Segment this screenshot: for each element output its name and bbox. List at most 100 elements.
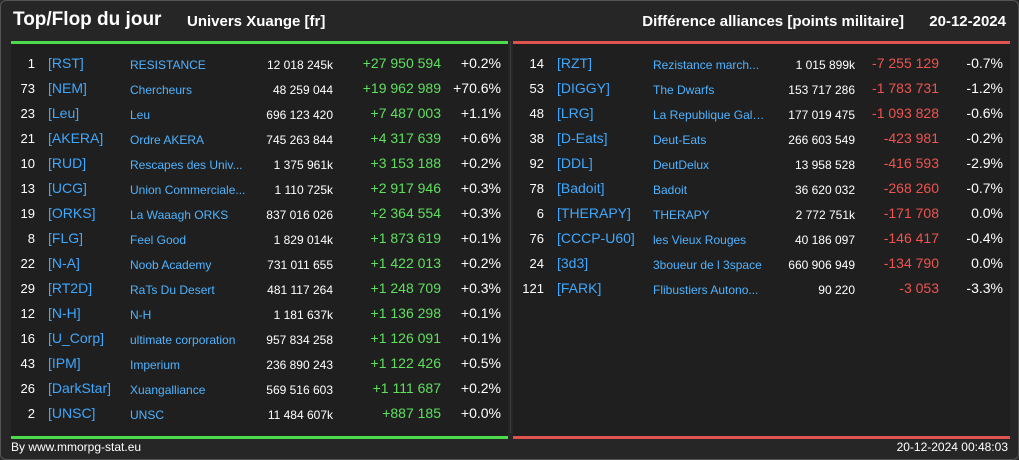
delta-value: -146 417 <box>883 230 939 246</box>
alliance-tag-link[interactable]: [N-H] <box>48 305 81 321</box>
rank: 53 <box>529 81 544 96</box>
alliance-name-link[interactable]: ultimate corporation <box>130 333 236 347</box>
delta-value: +4 317 639 <box>370 130 441 146</box>
delta-value: +1 873 619 <box>370 230 441 246</box>
percent-value: +0.1% <box>460 305 501 321</box>
flop-row: 48 [LRG] La Republique Gala... 177 019 475 -… <box>513 102 1010 127</box>
alliance-name-link[interactable]: THERAPY <box>653 208 710 222</box>
alliance-tag-link[interactable]: [RUD] <box>48 155 87 171</box>
alliance-name-link[interactable]: Union Commerciale... <box>130 183 246 197</box>
rank: 10 <box>20 156 35 171</box>
delta-value: +1 126 091 <box>370 330 441 346</box>
alliance-name-link[interactable]: Noob Academy <box>130 258 212 272</box>
rank: 73 <box>20 81 35 96</box>
points-value: 153 717 286 <box>788 83 855 97</box>
alliance-tag-link[interactable]: [NEM] <box>48 80 87 96</box>
points-value: 569 516 603 <box>266 383 333 397</box>
alliance-name-link[interactable]: 3boueur de l 3space <box>653 258 762 272</box>
alliance-name-link[interactable]: La Republique Gala... <box>653 108 769 122</box>
alliance-tag-link[interactable]: [RST] <box>48 55 84 71</box>
rank: 16 <box>20 331 35 346</box>
points-value: 696 123 420 <box>266 108 333 122</box>
alliance-tag-link[interactable]: [FLG] <box>48 230 84 246</box>
flop-row: 92 [DDL] DeutDelux 13 958 528 -416 593 -2.9% <box>513 152 1010 177</box>
top-row: 12 [N-H] N-H 1 181 637k +1 136 298 +0.1% <box>11 302 508 327</box>
top-list: 1 [RST] RESISTANCE 12 018 245k +27 950 594 +0… <box>11 52 508 427</box>
alliance-tag-link[interactable]: [DDL] <box>557 155 593 171</box>
percent-value: +0.3% <box>460 180 501 196</box>
alliance-tag-link[interactable]: [Leu] <box>48 105 80 121</box>
rank: 1 <box>27 56 35 71</box>
flop-list: 14 [RZT] Rezistance march... 1 015 899k -7 2… <box>513 52 1010 302</box>
alliance-tag-link[interactable]: [FARK] <box>557 280 602 296</box>
percent-value: +0.2% <box>460 55 501 71</box>
delta-value: +1 111 687 <box>372 380 441 396</box>
alliance-name-link[interactable]: Flibustiers Autono... <box>653 283 759 297</box>
flop-row: 14 [RZT] Rezistance march... 1 015 899k -7 2… <box>513 52 1010 77</box>
alliance-name-link[interactable]: UNSC <box>130 408 165 422</box>
alliance-name-link[interactable]: Ordre AKERA <box>130 133 205 147</box>
alliance-tag-link[interactable]: [DarkStar] <box>48 380 112 396</box>
alliance-name-link[interactable]: The Dwarfs <box>653 83 715 97</box>
alliance-name-link[interactable]: La Waaagh ORKS <box>130 208 229 222</box>
alliance-tag-link[interactable]: [RZT] <box>557 55 592 71</box>
flop-row: 76 [CCCP-U60] les Vieux Rouges 40 186 097 -1… <box>513 227 1010 252</box>
alliance-name-link[interactable]: Badoit <box>653 183 688 197</box>
alliance-name-link[interactable]: Xuangalliance <box>130 383 206 397</box>
delta-value: +2 917 946 <box>370 180 441 196</box>
alliance-name-link[interactable]: Chercheurs <box>130 83 193 97</box>
points-value: 837 016 026 <box>266 208 333 222</box>
alliance-name-link[interactable]: Imperium <box>130 358 181 372</box>
percent-value: -0.4% <box>966 230 1003 246</box>
percent-value: +0.1% <box>460 330 501 346</box>
top-row: 16 [U_Corp] ultimate corporation 957 834 25… <box>11 327 508 352</box>
alliance-tag-link[interactable]: [RT2D] <box>48 280 93 296</box>
alliance-name-link[interactable]: N-H <box>130 308 152 322</box>
rank: 13 <box>20 181 35 196</box>
alliance-tag-link[interactable]: [THERAPY] <box>557 205 631 221</box>
alliance-tag-link[interactable]: [UCG] <box>48 180 87 196</box>
alliance-name-link[interactable]: DeutDelux <box>653 158 710 172</box>
rank: 38 <box>529 131 544 146</box>
alliance-tag-link[interactable]: [DIGGY] <box>557 80 610 96</box>
alliance-tag-link[interactable]: [UNSC] <box>48 405 96 421</box>
alliance-tag-link[interactable]: [ORKS] <box>48 205 96 221</box>
top-row: 23 [Leu] Leu 696 123 420 +7 487 003 +1.1% <box>11 102 508 127</box>
flop-row: 38 [D-Eats] Deut-Eats 266 603 549 -423 981 -0… <box>513 127 1010 152</box>
percent-value: +0.6% <box>460 130 501 146</box>
delta-value: +1 422 013 <box>370 255 441 271</box>
top-row: 2 [UNSC] UNSC 11 484 607k +887 185 +0.0% <box>11 402 508 427</box>
alliance-tag-link[interactable]: [IPM] <box>48 355 81 371</box>
alliance-name-link[interactable]: Rezistance march... <box>653 58 760 72</box>
percent-value: +0.2% <box>460 255 501 271</box>
points-value: 1 375 961k <box>273 158 333 172</box>
delta-value: -416 593 <box>883 155 939 171</box>
delta-value: +2 364 554 <box>370 205 441 221</box>
alliance-name-link[interactable]: Rescapes des Univ... <box>130 158 243 172</box>
alliance-tag-link[interactable]: [Badoit] <box>557 180 605 196</box>
alliance-tag-link[interactable]: [CCCP-U60] <box>557 230 635 246</box>
top-row: 8 [FLG] Feel Good 1 829 014k +1 873 619 +0.1% <box>11 227 508 252</box>
alliance-name-link[interactable]: les Vieux Rouges <box>653 233 747 247</box>
alliance-tag-link[interactable]: [LRG] <box>557 105 594 121</box>
percent-value: +1.1% <box>460 105 501 121</box>
alliance-tag-link[interactable]: [D-Eats] <box>557 130 608 146</box>
difference-label: Différence alliances [points militaire] <box>642 13 904 30</box>
alliance-tag-link[interactable]: [3d3] <box>557 255 589 271</box>
alliance-tag-link[interactable]: [AKERA] <box>48 130 104 146</box>
alliance-tag-link[interactable]: [U_Corp] <box>48 330 105 346</box>
points-value: 236 890 243 <box>266 358 333 372</box>
percent-value: 0.0% <box>971 255 1003 271</box>
delta-value: -7 255 129 <box>872 55 939 71</box>
alliance-name-link[interactable]: RaTs Du Desert <box>130 283 215 297</box>
alliance-name-link[interactable]: Feel Good <box>130 233 187 247</box>
universe-label: Univers Xuange [fr] <box>187 13 326 30</box>
delta-value: +1 122 426 <box>370 355 441 371</box>
alliance-name-link[interactable]: Leu <box>130 108 151 122</box>
alliance-name-link[interactable]: Deut-Eats <box>653 133 707 147</box>
percent-value: 0.0% <box>971 205 1003 221</box>
top-row: 29 [RT2D] RaTs Du Desert 481 117 264 +1 248 … <box>11 277 508 302</box>
alliance-name-link[interactable]: RESISTANCE <box>130 58 206 72</box>
alliance-tag-link[interactable]: [N-A] <box>48 255 80 271</box>
